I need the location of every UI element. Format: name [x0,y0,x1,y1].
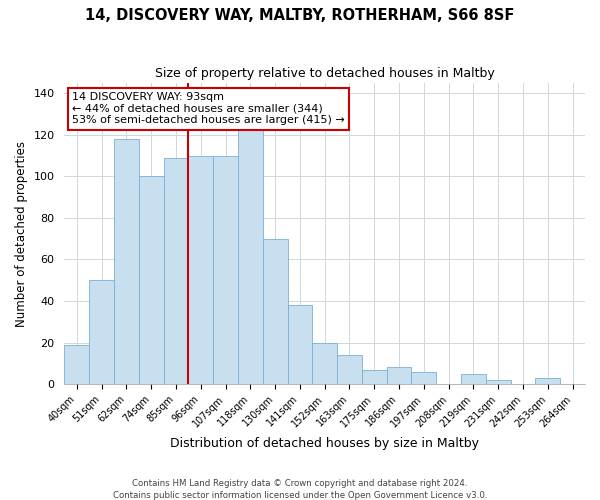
Bar [461,374,486,384]
Bar [114,139,139,384]
Bar [238,108,263,384]
Text: Contains HM Land Registry data © Crown copyright and database right 2024.
Contai: Contains HM Land Registry data © Crown c… [113,478,487,500]
Bar [362,370,386,384]
Y-axis label: Number of detached properties: Number of detached properties [15,140,28,326]
Bar [89,280,114,384]
Bar [139,176,164,384]
Bar [337,355,362,384]
Bar [64,344,89,384]
X-axis label: Distribution of detached houses by size in Maltby: Distribution of detached houses by size … [170,437,479,450]
Text: 14 DISCOVERY WAY: 93sqm
← 44% of detached houses are smaller (344)
53% of semi-d: 14 DISCOVERY WAY: 93sqm ← 44% of detache… [72,92,345,126]
Bar [164,158,188,384]
Bar [486,380,511,384]
Bar [287,305,313,384]
Bar [386,368,412,384]
Bar [412,372,436,384]
Bar [313,342,337,384]
Bar [188,156,213,384]
Bar [263,238,287,384]
Title: Size of property relative to detached houses in Maltby: Size of property relative to detached ho… [155,68,494,80]
Bar [535,378,560,384]
Text: 14, DISCOVERY WAY, MALTBY, ROTHERHAM, S66 8SF: 14, DISCOVERY WAY, MALTBY, ROTHERHAM, S6… [85,8,515,22]
Bar [213,156,238,384]
